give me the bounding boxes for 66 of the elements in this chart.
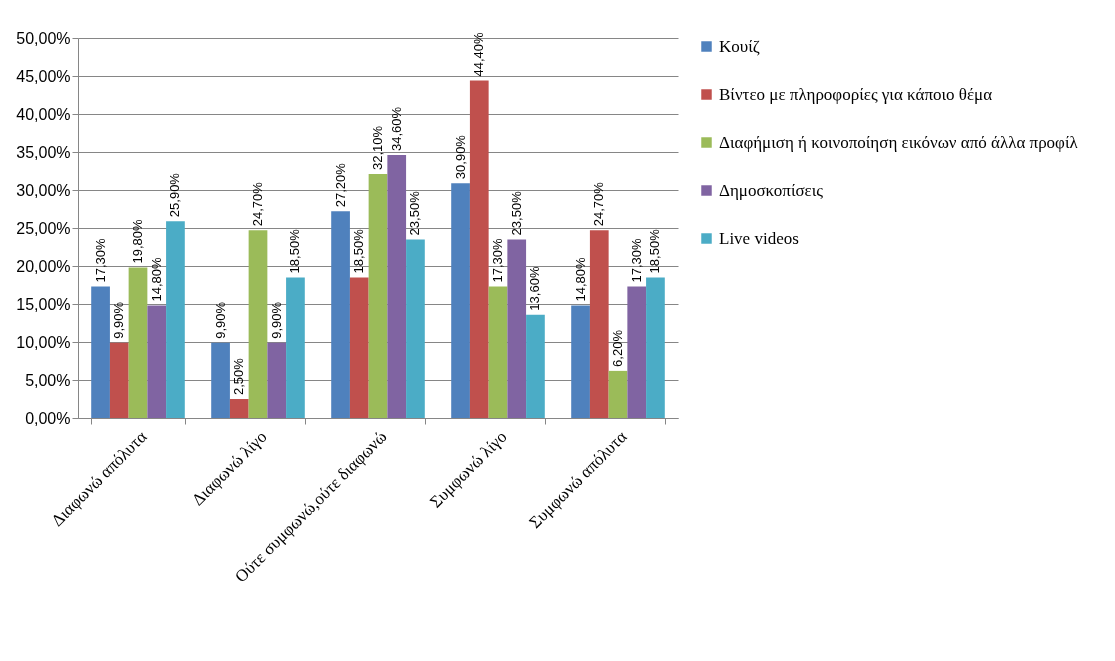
y-tick-label: 5,00% — [25, 371, 71, 389]
bar — [128, 267, 148, 418]
bar — [349, 277, 369, 418]
y-tick-label: 35,00% — [16, 143, 71, 161]
bar — [507, 239, 527, 418]
bar — [211, 342, 230, 418]
y-tick-label: 0,00% — [25, 409, 71, 427]
data-label: 9,90% — [212, 301, 228, 339]
legend-label: Διαφήμιση ή κοινοποίηση εικόνων από άλλα προφίλ — [719, 132, 1079, 152]
data-label: 17,30% — [92, 237, 108, 283]
bar — [469, 80, 489, 418]
data-label: 2,50% — [231, 357, 247, 395]
data-label: 19,80% — [130, 218, 145, 264]
y-tick-label: 15,00% — [16, 295, 71, 313]
y-tick-label: 20,00% — [16, 257, 71, 275]
y-tick-label: 30,00% — [16, 181, 71, 199]
bar — [571, 305, 590, 418]
data-label: 13,60% — [527, 266, 543, 311]
bar — [267, 342, 287, 418]
y-tick-label: 50,00% — [16, 29, 71, 47]
y-tick-label: 10,00% — [16, 333, 71, 351]
bar — [147, 305, 167, 418]
y-tick-label: 40,00% — [16, 105, 71, 123]
legend-label: Βίντεο με πληροφορίες για κάποιο θέμα — [719, 84, 993, 104]
data-label: 17,30% — [628, 237, 644, 283]
bar — [526, 314, 545, 418]
bar — [368, 174, 388, 418]
bar — [627, 286, 647, 418]
bar — [646, 277, 665, 418]
data-label: 17,30% — [490, 237, 505, 283]
bar — [331, 211, 350, 418]
data-label: 18,50% — [351, 228, 367, 274]
data-label: 9,90% — [111, 301, 127, 339]
data-label: 6,20% — [610, 329, 625, 367]
data-label: 18,50% — [647, 228, 663, 274]
bar — [488, 286, 508, 418]
data-label: 18,50% — [287, 228, 303, 274]
data-label: 34,60% — [388, 106, 404, 152]
data-label: 44,40% — [471, 32, 487, 77]
data-label: 23,50% — [407, 190, 423, 236]
y-tick-label: 25,00% — [16, 219, 71, 237]
data-label: 14,80% — [148, 256, 164, 302]
bar — [589, 230, 609, 418]
bar — [109, 342, 129, 418]
bar — [286, 277, 305, 418]
bar — [387, 155, 407, 418]
bar — [451, 183, 470, 418]
bar — [248, 230, 268, 418]
data-label: 14,80% — [572, 256, 588, 302]
data-label: 24,70% — [250, 181, 265, 227]
data-label: 30,90% — [452, 134, 468, 180]
data-label: 24,70% — [591, 181, 607, 227]
bar — [608, 370, 628, 418]
y-tick-label: 45,00% — [16, 67, 71, 85]
legend-label: Κουίζ — [719, 36, 760, 56]
data-label: 27,20% — [332, 162, 348, 208]
legend-label: Live videos — [719, 228, 799, 248]
bar — [166, 221, 185, 418]
data-label: 9,90% — [268, 301, 284, 339]
bar — [229, 399, 249, 418]
data-label: 25,90% — [167, 172, 183, 218]
data-label: 32,10% — [370, 125, 385, 171]
data-label: 23,50% — [508, 190, 524, 236]
bar — [91, 286, 110, 418]
bar — [406, 239, 425, 418]
legend-label: Δημοσκοπίσεις — [719, 180, 824, 200]
